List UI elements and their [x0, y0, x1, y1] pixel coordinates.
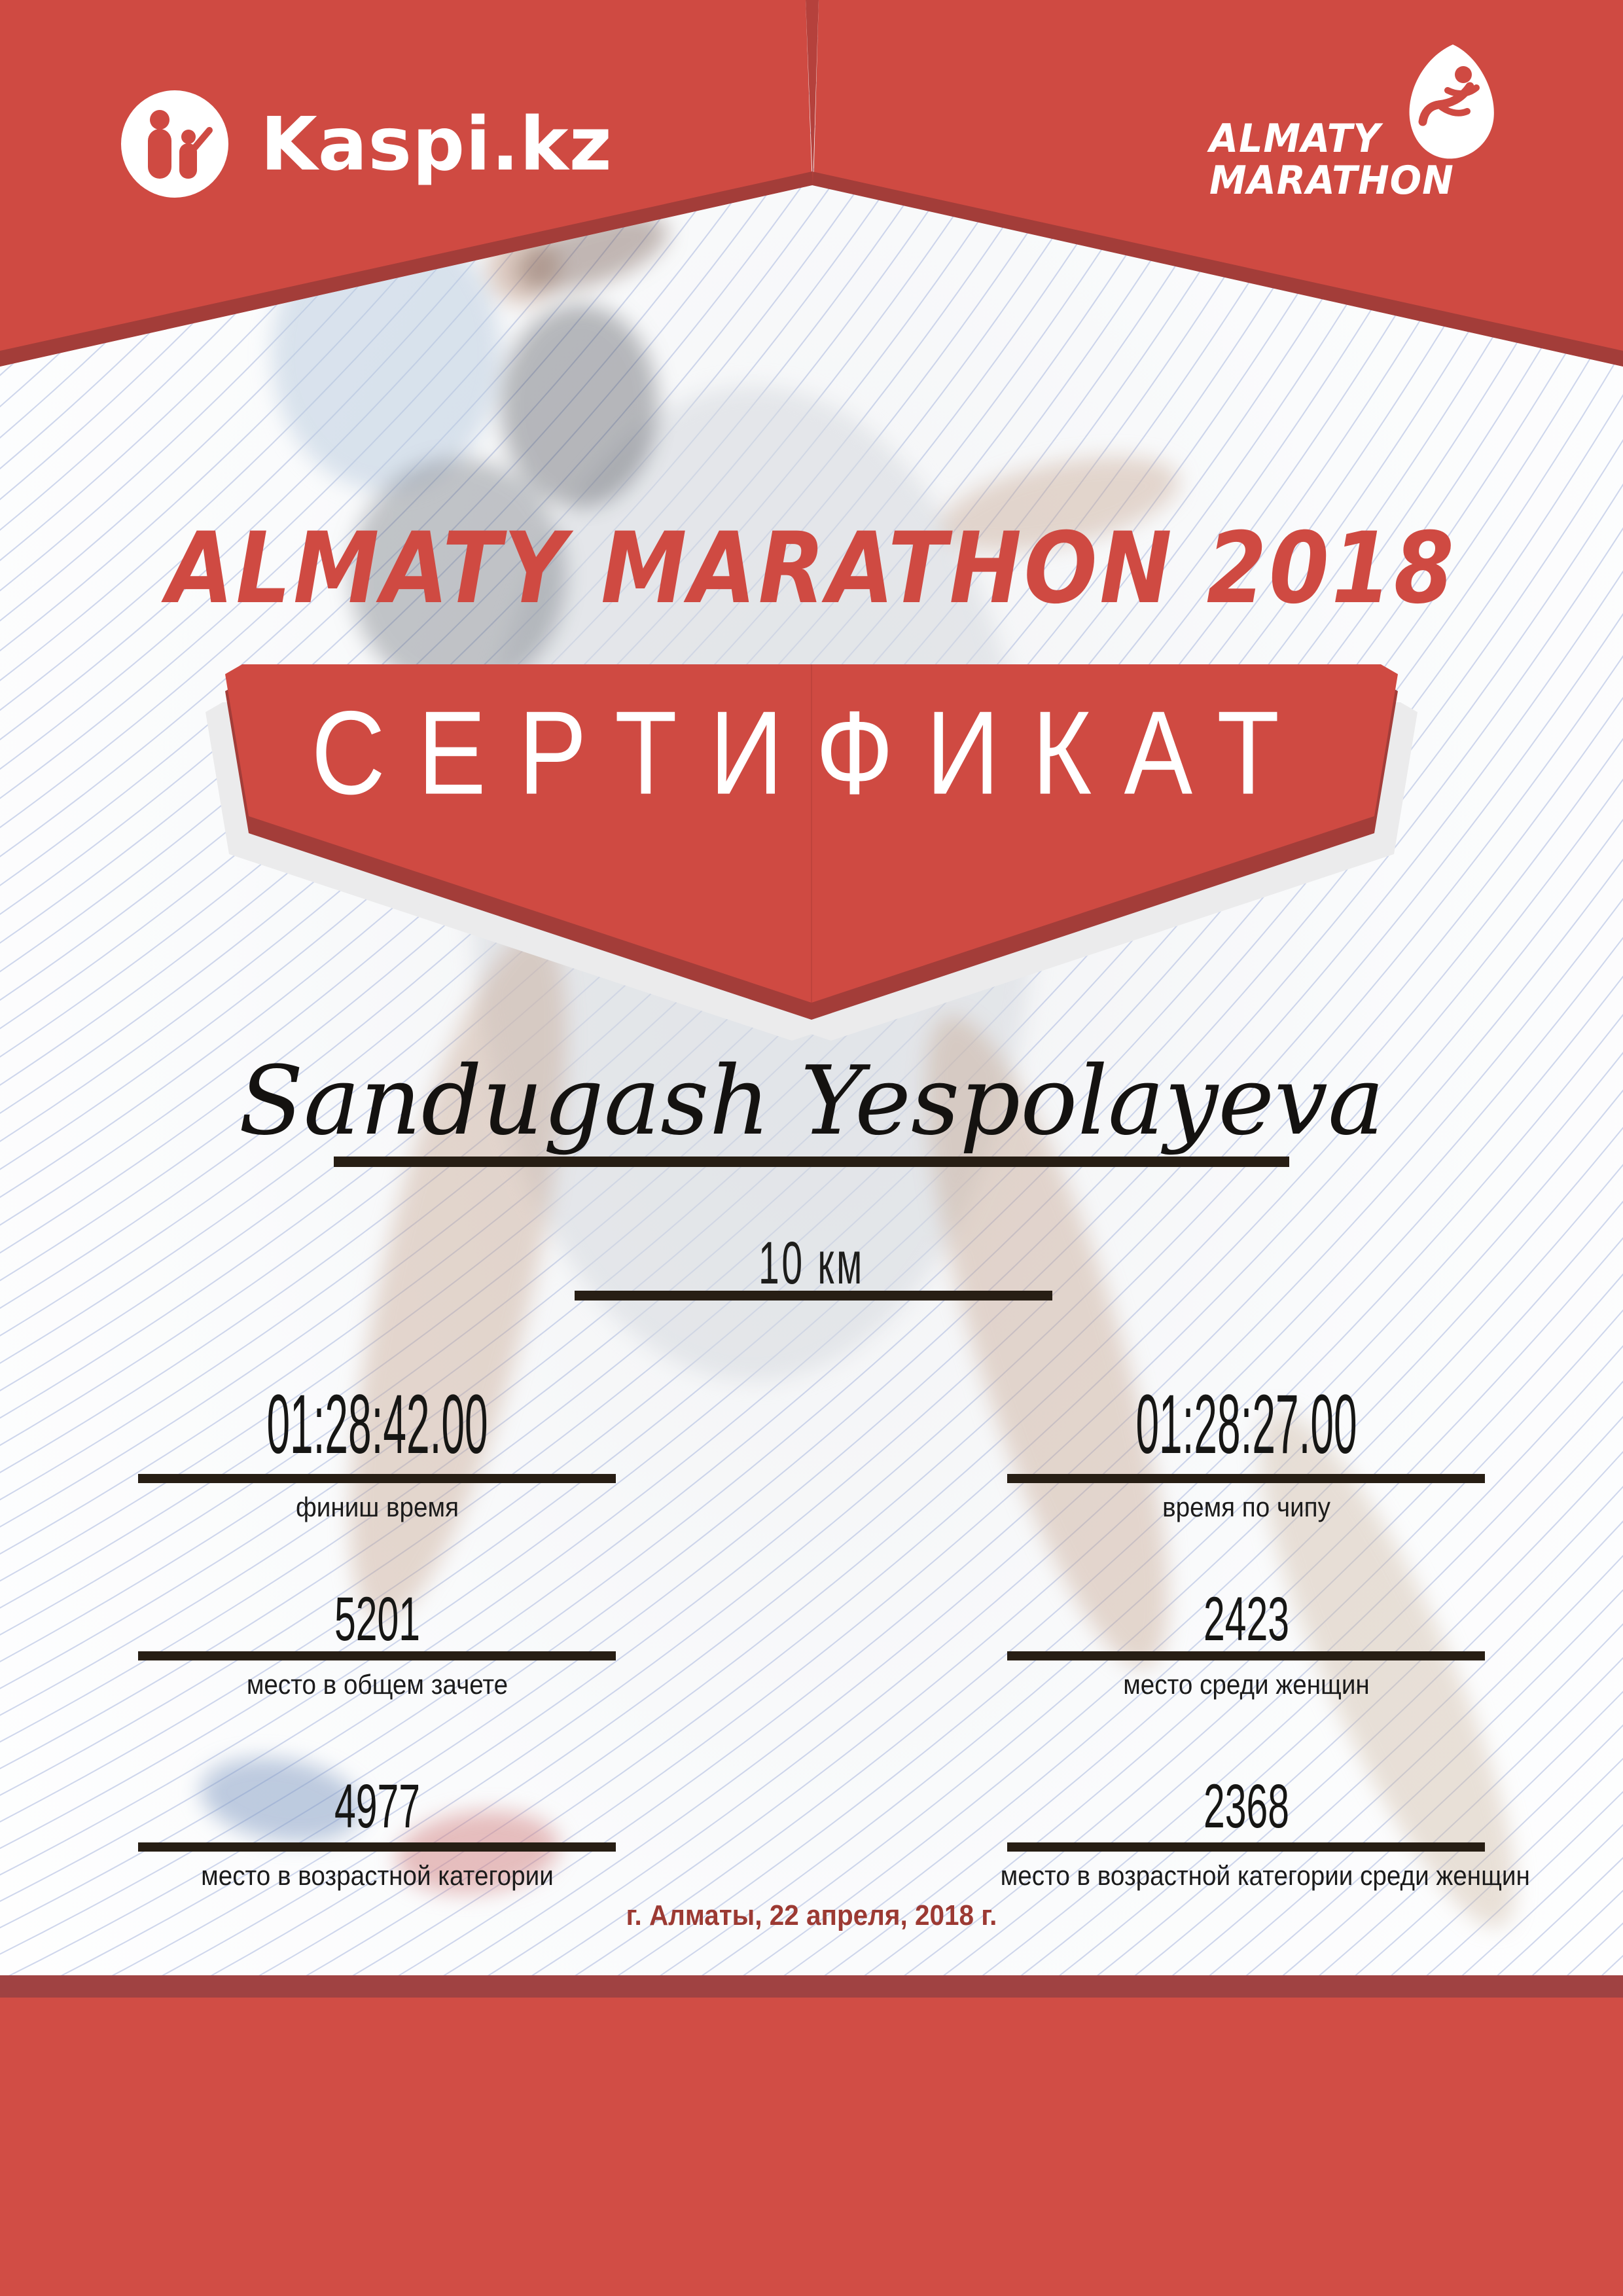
result-label: время по чипу [1162, 1492, 1330, 1522]
race-distance: 10 км [758, 1230, 865, 1297]
almaty-marathon-logo-text: ALMATY MARATHON [1209, 118, 1454, 202]
almaty-marathon-logo-line2: MARATHON [1209, 158, 1454, 204]
faded-runners-photo [200, 162, 1516, 1928]
kaspi-logo-text: Kaspi.kz [260, 102, 613, 187]
result-value: 2423 [1203, 1585, 1290, 1654]
sponsor-footer: SHAKHMARDAN YESSENOV FOUNDATION Sulpak S… [0, 1975, 1623, 2296]
almaty-marathon-logo-line1: ALMATY [1209, 116, 1381, 162]
result-value: 01:28:42.00 [266, 1378, 488, 1471]
result-label: место среди женщин [1123, 1669, 1370, 1700]
result-value: 4977 [334, 1772, 421, 1841]
result-label: место в возрастной категории среди женщи… [1000, 1860, 1530, 1891]
result-value: 5201 [334, 1585, 421, 1654]
result-underline [138, 1842, 616, 1852]
certificate-plaque [205, 664, 1418, 1041]
result-underline [1007, 1842, 1485, 1852]
certificate-heading: СЕРТИФИКАТ [311, 686, 1312, 819]
event-date: г. Алматы, 22 апреля, 2018 г. [626, 1899, 997, 1931]
result-underline [138, 1474, 616, 1483]
runner-name: Sandugash Yespolayeva [238, 1046, 1385, 1157]
result-underline [1007, 1474, 1485, 1483]
result-underline [138, 1651, 616, 1660]
almaty-marathon-egg-icon [1409, 45, 1494, 159]
result-underline [1007, 1651, 1485, 1660]
name-underline [334, 1157, 1289, 1167]
result-label: финиш время [295, 1492, 459, 1522]
result-label: место в возрастной категории [201, 1860, 554, 1891]
distance-underline [575, 1291, 1052, 1300]
result-value: 2368 [1203, 1772, 1290, 1841]
result-value: 01:28:27.00 [1135, 1378, 1357, 1471]
event-title: ALMATY MARATHON 2018 [166, 512, 1457, 626]
result-label: место в общем зачете [246, 1669, 508, 1700]
kaspi-logo-icon [121, 90, 228, 198]
